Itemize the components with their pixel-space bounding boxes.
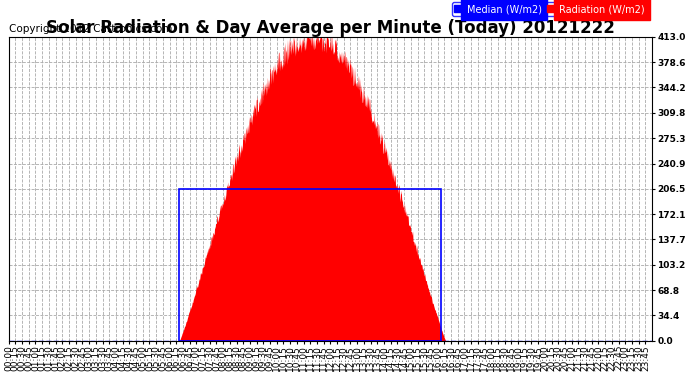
Bar	[179, 189, 441, 341]
Text: Copyright 2012 Cartronics.com: Copyright 2012 Cartronics.com	[9, 24, 172, 34]
Legend: Median (W/m2), Radiation (W/m2): Median (W/m2), Radiation (W/m2)	[452, 2, 647, 16]
Title: Solar Radiation & Day Average per Minute (Today) 20121222: Solar Radiation & Day Average per Minute…	[46, 19, 615, 37]
